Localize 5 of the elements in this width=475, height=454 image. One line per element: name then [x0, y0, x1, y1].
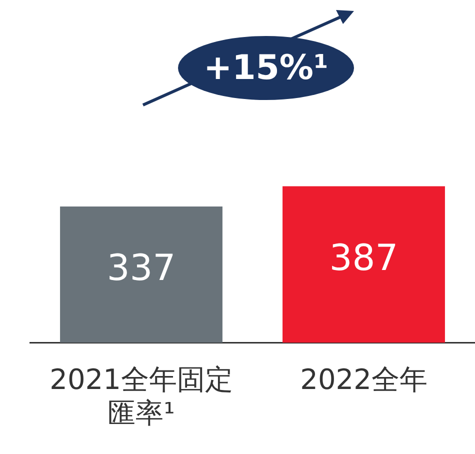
data-label: 387: [329, 238, 398, 279]
x-tick-label: 2021全年固定匯率¹: [50, 362, 233, 430]
text: +15%¹: [178, 36, 354, 100]
data-label: 337: [106, 248, 176, 289]
x-tick-label: 2022全年: [300, 362, 428, 396]
